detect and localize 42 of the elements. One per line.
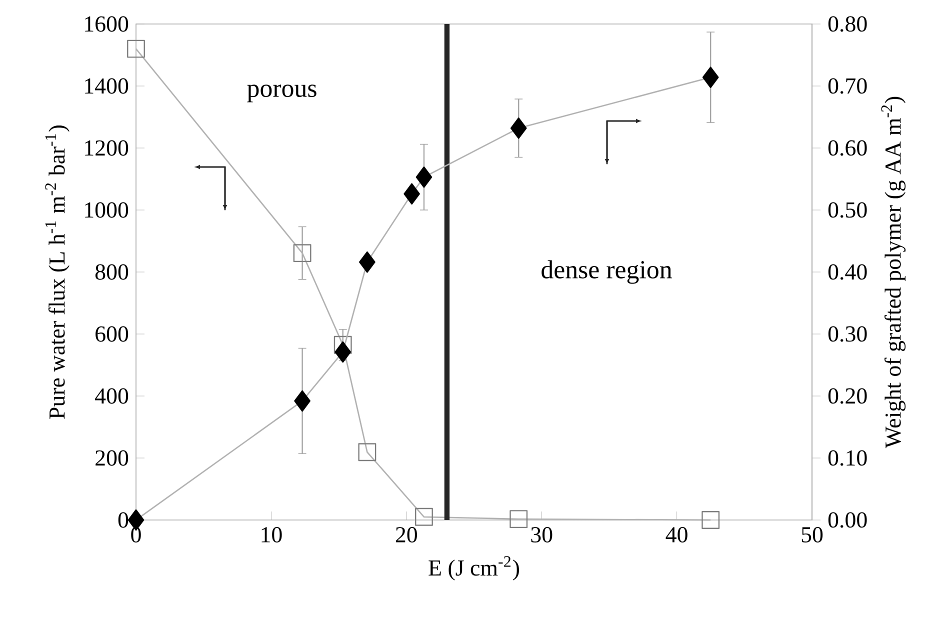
point	[334, 341, 352, 363]
point	[359, 251, 376, 273]
y2-tick-label: 0.30	[828, 326, 867, 342]
y2-tick-label: 0.70	[828, 78, 867, 94]
y-tick-label: 400	[95, 388, 128, 404]
annotation: porous	[247, 84, 316, 102]
y2-tick-label: 0.20	[828, 388, 867, 404]
point	[127, 40, 145, 58]
y2-tick-label: 0.00	[828, 512, 867, 528]
point	[334, 336, 352, 354]
y-axis-title: Pure water flux (L h$^{-1}$ m$^{-2}$ bar$^{-1}$)	[45, 125, 70, 419]
y2-tick-label: 0.50	[828, 202, 867, 218]
point	[294, 390, 310, 412]
y-tick-label: 600	[96, 326, 128, 342]
point	[702, 66, 719, 88]
point	[415, 508, 433, 526]
y-tick-label: 1000	[85, 202, 128, 218]
point	[702, 511, 720, 529]
x-tick-label: 30	[531, 527, 552, 542]
point	[358, 443, 376, 462]
y2-tick-label: 0.60	[828, 140, 867, 156]
point	[293, 244, 312, 262]
y2-tick-label: 0.80	[828, 16, 867, 32]
y2-axis-title: Weight of grafted polymer (g AA m$^{-2}$)	[881, 96, 906, 448]
point	[416, 166, 432, 188]
point	[404, 183, 420, 205]
point	[510, 510, 528, 528]
x-tick-label: 20	[396, 527, 417, 542]
y2-tick-label: 0.10	[828, 450, 867, 466]
y2-tick-label: 0.40	[828, 264, 867, 280]
x-tick-label: 40	[666, 527, 688, 542]
x-tick-label: 50	[802, 527, 823, 542]
annotation: dense region	[542, 260, 672, 284]
x-axis-title: E (J cm$^{-2}$)	[428, 556, 519, 580]
y-tick-label: 1200	[85, 140, 128, 156]
y-tick-label: 800	[95, 264, 128, 280]
y-tick-label: 1400	[85, 78, 128, 94]
point	[510, 117, 527, 139]
y-tick-label: 200	[96, 450, 128, 466]
x-tick-label: 10	[262, 527, 282, 542]
y-tick-label: 0	[118, 512, 128, 528]
y-tick-label: 1600	[85, 16, 128, 32]
